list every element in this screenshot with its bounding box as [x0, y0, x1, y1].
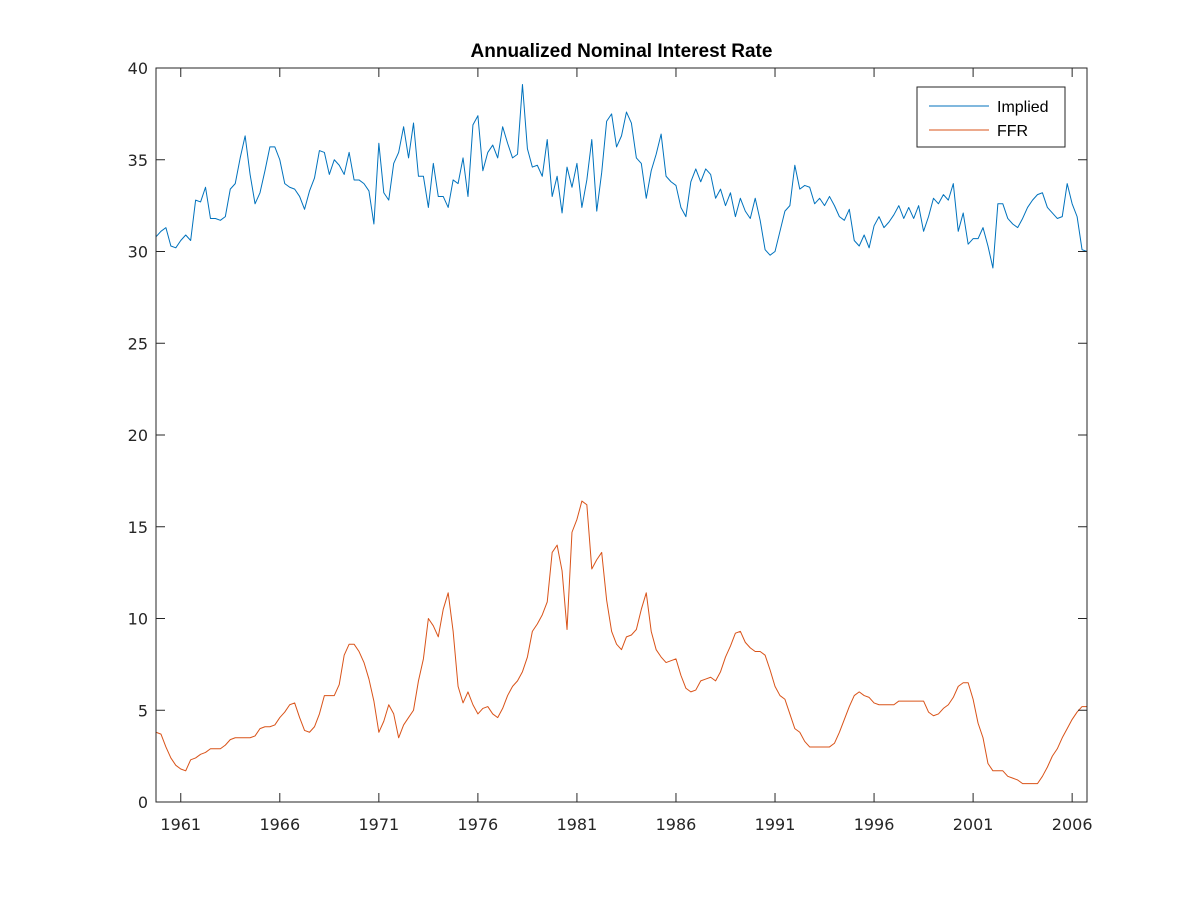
y-tick-label: 35 — [128, 151, 148, 170]
y-tick-label: 20 — [128, 426, 148, 445]
series-layer — [155, 84, 1088, 785]
x-tick-label: 1996 — [854, 815, 895, 834]
x-tick-label: 1971 — [358, 815, 399, 834]
x-tick-label: 1986 — [656, 815, 697, 834]
chart-title: Annualized Nominal Interest Rate — [471, 41, 773, 62]
x-tick-label: 2006 — [1052, 815, 1093, 834]
legend-label-1: FFR — [997, 123, 1028, 140]
y-tick-label: 10 — [128, 610, 148, 629]
legend: Implied FFR — [916, 86, 1066, 148]
x-tick-label: 2001 — [953, 815, 994, 834]
y-tick-label: 25 — [128, 334, 148, 353]
y-tick-label: 15 — [128, 518, 148, 537]
series-line-1 — [155, 500, 1087, 785]
legend-label-0: Implied — [997, 99, 1049, 116]
y-tick-label: 40 — [128, 59, 148, 78]
x-tick-label: 1976 — [458, 815, 499, 834]
x-tick-label: 1961 — [160, 815, 201, 834]
y-tick-label: 0 — [138, 793, 148, 812]
y-tick-label: 30 — [128, 243, 148, 262]
series-line-0 — [155, 84, 1088, 269]
legend-box — [916, 86, 1066, 148]
y-tick-label: 5 — [138, 701, 148, 720]
x-tick-label: 1981 — [557, 815, 598, 834]
x-tick-label: 1991 — [755, 815, 796, 834]
axes: 1961 1966 1971 1976 1981 1986 1991 1996 2001 2006… — [128, 59, 1093, 834]
x-tick-label: 1966 — [259, 815, 300, 834]
